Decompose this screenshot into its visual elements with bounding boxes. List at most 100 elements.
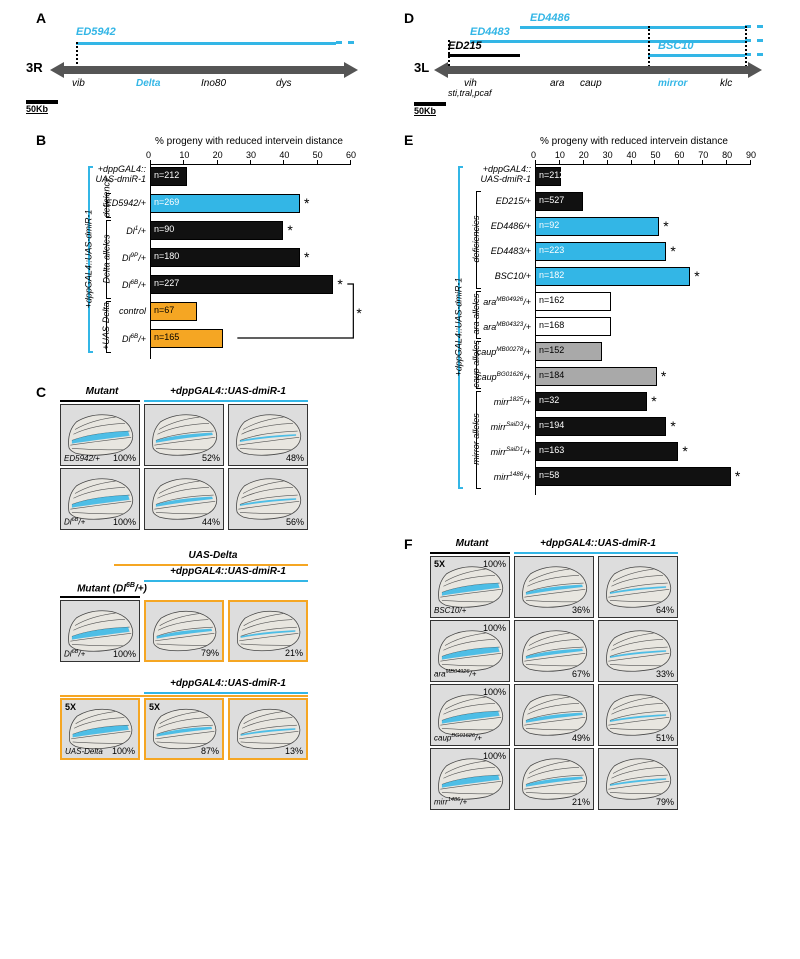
row-label: araMB04323/+ bbox=[400, 321, 531, 332]
bar-n: n=92 bbox=[539, 220, 559, 230]
def-BSC10-dash bbox=[745, 53, 763, 56]
arrow-left-A bbox=[50, 62, 64, 78]
gene-vib: vib bbox=[72, 78, 85, 89]
row-label: mirrSaiD1/+ bbox=[400, 446, 531, 457]
bar-n: n=152 bbox=[539, 345, 564, 355]
wing-cell: 33% bbox=[598, 620, 678, 682]
wing-cell: 100%BSC10/+5X bbox=[430, 556, 510, 618]
chrom-3R: 3R bbox=[26, 60, 43, 75]
wing-cell: 67% bbox=[514, 620, 594, 682]
bar bbox=[535, 467, 731, 486]
grid-header: +dppGAL4::UAS-dmiR-1 bbox=[514, 538, 682, 549]
grid-header: UAS-Delta bbox=[114, 550, 312, 561]
gene-dys: dys bbox=[276, 78, 292, 89]
wing-cell: 52% bbox=[144, 404, 224, 466]
def-ED4483-line bbox=[470, 40, 745, 43]
def-ED5942-dash bbox=[336, 41, 354, 44]
bar-n: n=168 bbox=[539, 320, 564, 330]
gene-ara: ara bbox=[550, 78, 564, 89]
wing-cell: 36% bbox=[514, 556, 594, 618]
significance-star: * bbox=[670, 418, 675, 434]
arrow-left-D bbox=[434, 62, 448, 78]
bar-n: n=182 bbox=[539, 270, 564, 280]
wing-cell: 87%5X bbox=[144, 698, 224, 760]
bar-n: n=194 bbox=[539, 420, 564, 430]
wing-cell: 49% bbox=[514, 684, 594, 746]
def-BSC10-line bbox=[648, 54, 745, 57]
panel-F-label: F bbox=[404, 536, 413, 552]
row-label: mirr1825/+ bbox=[400, 396, 531, 407]
gene-Ino80: Ino80 bbox=[201, 78, 226, 89]
def-BSC10-label: BSC10 bbox=[658, 40, 693, 52]
panel-C-label: C bbox=[36, 384, 46, 400]
map-line-A bbox=[64, 66, 344, 74]
wing-cell: 79% bbox=[598, 748, 678, 810]
def-ED5942-label: ED5942 bbox=[76, 26, 116, 38]
row-label: ED4483/+ bbox=[400, 246, 531, 256]
map-line-D bbox=[448, 66, 748, 74]
bar-n: n=58 bbox=[539, 470, 559, 480]
wing-cell: 21% bbox=[228, 600, 308, 662]
wing-cell: 51% bbox=[598, 684, 678, 746]
significance-star: * bbox=[735, 468, 740, 484]
wing-cell: 48% bbox=[228, 404, 308, 466]
bar-n: n=162 bbox=[539, 295, 564, 305]
vline-D3 bbox=[745, 26, 747, 70]
significance-star: * bbox=[694, 268, 699, 284]
gene-caup: caup bbox=[580, 78, 602, 89]
def-ED5942-line bbox=[76, 42, 336, 45]
wing-cell: 100%Dl6B/+ bbox=[60, 600, 140, 662]
bar-n: n=527 bbox=[539, 195, 564, 205]
gene-mirror: mirror bbox=[658, 78, 687, 89]
row-label: ED215/+ bbox=[400, 196, 531, 206]
wing-cell: 100%Dl6B/+ bbox=[60, 468, 140, 530]
gene-sti: sti,tral,pcaf bbox=[448, 88, 492, 98]
def-ED4486-label: ED4486 bbox=[530, 12, 570, 24]
wing-cell: 100%mirr1486/+ bbox=[430, 748, 510, 810]
row-label: caupMB00278/+ bbox=[400, 346, 531, 357]
grid-header: +dppGAL4::UAS-dmiR-1 bbox=[144, 678, 312, 689]
bar-n: n=212 bbox=[539, 170, 564, 180]
grid-header: +dppGAL4::UAS-dmiR-1 bbox=[144, 386, 312, 397]
row-label: +dppGAL4::UAS-dmiR-1 bbox=[400, 164, 531, 184]
def-ED4483-dash bbox=[745, 39, 763, 42]
row-label: ED4486/+ bbox=[400, 221, 531, 231]
significance-star: * bbox=[682, 443, 687, 459]
wing-cell: 100%UAS-Delta5X bbox=[60, 698, 140, 760]
significance-star: * bbox=[663, 218, 668, 234]
def-ED4486-line bbox=[520, 26, 745, 29]
wing-cell: 64% bbox=[598, 556, 678, 618]
bar-n: n=223 bbox=[539, 245, 564, 255]
grid-header: Mutant bbox=[430, 538, 514, 549]
def-ED4483-label: ED4483 bbox=[470, 26, 510, 38]
gene-map-D: ED4486 ED4483 ED215 BSC10 3L vih sti,tra… bbox=[400, 14, 770, 114]
wing-cell: 13% bbox=[228, 698, 308, 760]
bar-n: n=163 bbox=[539, 445, 564, 455]
gene-Delta: Delta bbox=[136, 78, 160, 89]
grid-header: +dppGAL4::UAS-dmiR-1 bbox=[144, 566, 312, 577]
wing-cell: 79% bbox=[144, 600, 224, 662]
arrow-right-D bbox=[748, 62, 762, 78]
def-ED215-label: ED215 bbox=[448, 40, 482, 52]
significance-star: * bbox=[661, 368, 666, 384]
gene-klc: klc bbox=[720, 78, 732, 89]
chart-B: % progeny with reduced intervein distanc… bbox=[30, 132, 370, 362]
bar-n: n=32 bbox=[539, 395, 559, 405]
significance-star: * bbox=[670, 243, 675, 259]
chrom-3L: 3L bbox=[414, 60, 429, 75]
row-label: mirrSaiD3/+ bbox=[400, 421, 531, 432]
row-label: mirr1486/+ bbox=[400, 471, 531, 482]
wing-cell: 21% bbox=[514, 748, 594, 810]
bar-n: n=184 bbox=[539, 370, 564, 380]
axis-title: % progeny with reduced intervein distanc… bbox=[540, 136, 728, 147]
wing-cell: 100%caupBG01626/+ bbox=[430, 684, 510, 746]
grid-header: Mutant (Dl6B/+) bbox=[60, 582, 164, 594]
scale-A: 50Kb bbox=[26, 104, 48, 114]
wing-cell: 100%ED5942/+ bbox=[60, 404, 140, 466]
row-label: caupBG01626/+ bbox=[400, 371, 531, 382]
wing-cell: 100%araMB04926/+ bbox=[430, 620, 510, 682]
wing-cell: 56% bbox=[228, 468, 308, 530]
scale-D: 50Kb bbox=[414, 106, 436, 116]
significance-star: * bbox=[651, 393, 656, 409]
wing-cell: 44% bbox=[144, 468, 224, 530]
